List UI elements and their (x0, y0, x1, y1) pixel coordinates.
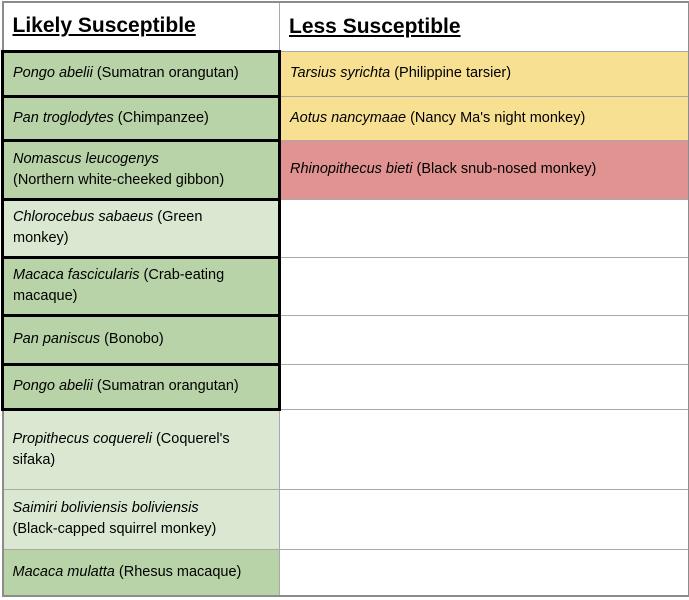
table-row: Saimiri boliviensis boliviensis (Black-c… (2, 488, 689, 550)
common-name: (Philippine tarsier) (390, 65, 512, 81)
less-cell (279, 548, 689, 597)
less-cell (279, 488, 689, 550)
less-cell: Aotus nancymaae (Nancy Ma's night monkey… (279, 95, 689, 141)
table-row: Macaca fascicularis (Crab-eating macaque… (1, 255, 689, 317)
table-row: Propithecus coquereli (Coquerel's sifaka… (2, 408, 689, 490)
less-cell (279, 198, 689, 258)
column-header-less-susceptible: Less Susceptible (279, 1, 689, 52)
less-cell (279, 314, 689, 365)
header-row: Likely Susceptible Less Susceptible (2, 1, 689, 52)
species-name: Saimiri boliviensis boliviensis (12, 500, 199, 516)
likely-cell: Macaca mulatta (Rhesus macaque) (2, 548, 280, 597)
common-name: (Rhesus macaque) (114, 563, 242, 580)
species-name: Chlorocebus sabaeus (13, 209, 154, 225)
common-name: (Chimpanzee) (113, 109, 209, 126)
common-name: (Black snub-nosed monkey) (412, 161, 597, 177)
common-name: (Northern white-cheeked gibbon) (13, 171, 225, 188)
likely-cell: Propithecus coquereli (Coquerel's sifaka… (2, 408, 280, 490)
species-name: Tarsius syrichta (290, 65, 391, 81)
likely-cell: Pan troglodytes (Chimpanzee) (1, 94, 281, 142)
species-name: Rhinopithecus bieti (290, 161, 413, 177)
column-header-likely-susceptible: Likely Susceptible (2, 1, 280, 52)
common-name: (Sumatran orangutan) (92, 378, 239, 394)
less-cell (279, 408, 689, 490)
likely-cell: Pan paniscus (Bonobo) (1, 313, 281, 366)
species-name: Pongo abelii (13, 65, 93, 81)
likely-cell: Pongo abelii (Sumatran orangutan) (1, 49, 281, 98)
table-row: Pongo abelii (Sumatran orangutan) Tarsiu… (1, 49, 689, 98)
table-row: Pongo abelii (Sumatran orangutan) (1, 362, 689, 411)
likely-cell: Macaca fascicularis (Crab-eating macaque… (1, 255, 281, 317)
less-cell (279, 363, 689, 410)
header-label: Less Susceptible (289, 14, 461, 38)
species-name: Pongo abelii (13, 378, 93, 394)
common-name: (Green monkey) (13, 209, 203, 246)
table-row: Chlorocebus sabaeus (Green monkey) (1, 197, 689, 259)
common-name: (Bonobo) (100, 331, 164, 347)
likely-cell: Nomascus leucogenys (Northern white-chee… (1, 138, 281, 201)
header-label: Likely Susceptible (12, 14, 196, 38)
likely-cell: Saimiri boliviensis boliviensis (Black-c… (2, 488, 280, 550)
common-name: (Coquerel's sifaka) (12, 430, 230, 468)
common-name: (Black-capped squirrel monkey) (12, 521, 217, 537)
less-cell (279, 256, 689, 316)
table-row: Nomascus leucogenys (Northern white-chee… (1, 138, 689, 201)
likely-cell: Pongo abelii (Sumatran orangutan) (1, 362, 281, 411)
common-name: (Crab-eating macaque) (13, 267, 225, 304)
species-name: Pan troglodytes (13, 109, 114, 126)
table-row: Pan troglodytes (Chimpanzee) Aotus nancy… (1, 94, 689, 142)
species-name: Macaca mulatta (12, 563, 115, 580)
species-name: Nomascus leucogenys (13, 150, 159, 167)
species-name: Propithecus coquereli (12, 430, 152, 447)
table-row: Pan paniscus (Bonobo) (1, 313, 689, 366)
less-cell: Tarsius syrichta (Philippine tarsier) (279, 50, 689, 97)
table-row: Macaca mulatta (Rhesus macaque) (2, 548, 689, 597)
less-cell: Rhinopithecus bieti (Black snub-nosed mo… (279, 139, 689, 200)
species-name: Pan paniscus (13, 331, 101, 347)
species-name: Macaca fascicularis (13, 267, 140, 283)
common-name: (Nancy Ma's night monkey) (406, 109, 586, 126)
species-name: Aotus nancymaae (290, 109, 407, 126)
common-name: (Sumatran orangutan) (92, 65, 239, 81)
likely-cell: Chlorocebus sabaeus (Green monkey) (1, 197, 281, 259)
